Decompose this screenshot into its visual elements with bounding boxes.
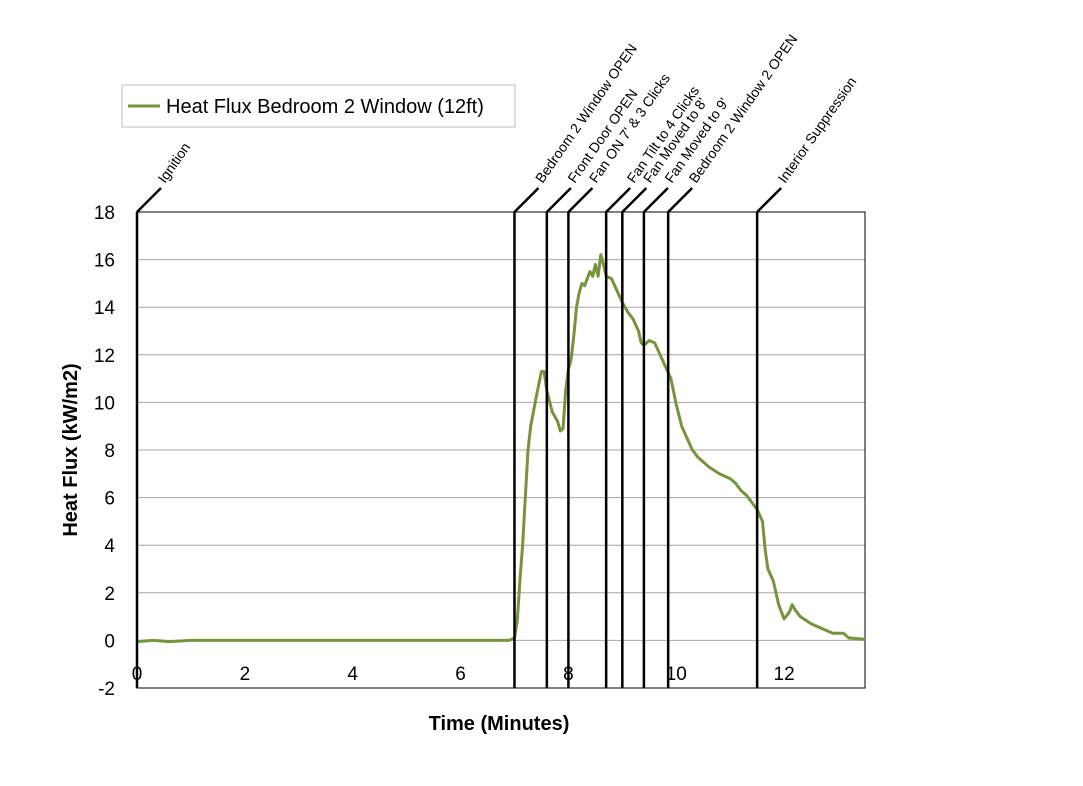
event-leader <box>621 187 648 213</box>
event-leader <box>756 187 783 213</box>
event-leader <box>513 187 540 213</box>
y-tick-label: 12 <box>94 346 115 367</box>
y-tick-label: 18 <box>94 203 115 224</box>
x-axis-title: Time (Minutes) <box>429 713 570 735</box>
series-layer <box>136 253 866 644</box>
y-tick-label: 0 <box>104 631 115 652</box>
y-axis-title: Heat Flux (kW/m2) <box>60 363 82 536</box>
y-tick-label: 6 <box>104 489 115 510</box>
gridlines <box>137 211 865 689</box>
event-leader <box>643 187 669 213</box>
event-leader <box>567 187 594 213</box>
x-tick-label: 12 <box>774 664 795 685</box>
x-tick-label: 4 <box>347 664 358 685</box>
y-tick-label: 8 <box>104 441 115 462</box>
x-tick-label: 2 <box>240 664 251 685</box>
y-axis-ticks: -2 0 2 4 6 8 10 12 14 16 18 <box>94 203 116 700</box>
event-leader <box>136 187 162 213</box>
y-tick-label: 16 <box>94 251 115 272</box>
legend-box <box>121 84 516 128</box>
event-leader <box>545 187 572 213</box>
x-tick-label: 10 <box>666 664 687 685</box>
legend: Heat Flux Bedroom 2 Window (12ft) <box>121 84 516 128</box>
event-label: Ignition <box>154 140 193 186</box>
y-tick-label: 2 <box>104 584 115 605</box>
event-label: Interior Suppression <box>774 74 859 186</box>
x-tick-label: 6 <box>455 664 466 685</box>
event-leader <box>667 187 694 213</box>
event-leader <box>605 187 632 213</box>
series-line <box>136 253 866 644</box>
y-tick-label: -2 <box>98 679 115 700</box>
y-tick-label: 14 <box>94 298 116 319</box>
legend-entry: Heat Flux Bedroom 2 Window (12ft) <box>166 96 484 118</box>
y-tick-label: 10 <box>94 393 115 414</box>
y-tick-label: 4 <box>104 536 115 557</box>
